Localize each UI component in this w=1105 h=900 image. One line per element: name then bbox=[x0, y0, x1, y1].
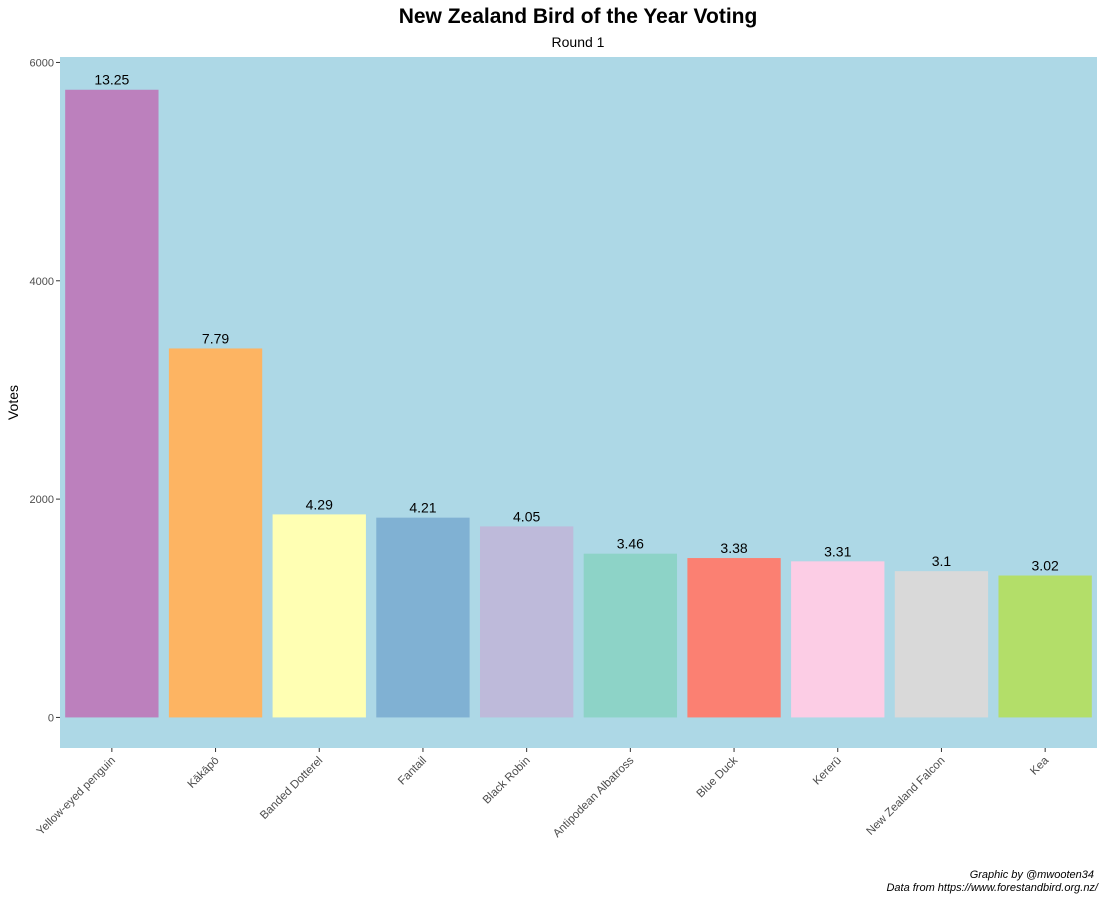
bar-value-label: 3.46 bbox=[617, 536, 644, 552]
caption-source: Data from https://www.forestandbird.org.… bbox=[886, 882, 1098, 894]
bars bbox=[65, 89, 1092, 718]
bar bbox=[376, 517, 470, 718]
bar bbox=[687, 558, 781, 718]
bar bbox=[479, 526, 574, 718]
bar-value-label: 4.05 bbox=[513, 508, 540, 524]
bar-value-label: 7.79 bbox=[202, 330, 229, 346]
chart-subtitle: Round 1 bbox=[552, 34, 605, 50]
bar bbox=[791, 561, 885, 718]
bar bbox=[894, 571, 989, 718]
bar bbox=[272, 514, 366, 718]
bar-value-label: 3.02 bbox=[1032, 558, 1059, 574]
y-tick-label: 6000 bbox=[30, 57, 54, 69]
bar bbox=[583, 553, 678, 718]
x-tick-label: Blue Duck bbox=[695, 754, 741, 800]
y-axis-label: Votes bbox=[5, 385, 21, 420]
x-tick-label: Yellow-eyed penguin bbox=[35, 755, 118, 838]
bar-value-label: 13.25 bbox=[94, 72, 129, 88]
bar bbox=[168, 348, 263, 718]
data-labels: 13.25 7.79 4.29 4.21 4.05 3.46 3.38 3.31 3.1 3.02 bbox=[94, 72, 1059, 574]
x-tick-label: Fantail bbox=[396, 755, 429, 788]
bar-value-label: 3.31 bbox=[824, 543, 851, 559]
x-tick-label: Banded Dotterel bbox=[258, 755, 325, 822]
bar-value-label: 4.21 bbox=[409, 500, 436, 516]
y-tick-label: 2000 bbox=[30, 494, 54, 506]
y-axis: 0 2000 4000 6000 bbox=[30, 57, 60, 724]
x-tick-label: Antipodean Albatross bbox=[551, 754, 637, 840]
x-tick-label: Black Robin bbox=[481, 755, 533, 807]
bar-value-label: 3.1 bbox=[932, 553, 952, 569]
bar-value-label: 4.29 bbox=[306, 496, 333, 512]
y-tick-label: 0 bbox=[48, 712, 54, 724]
x-tick-label: Kererū bbox=[811, 755, 844, 788]
x-axis: Yellow-eyed penguin Kākāpō Banded Dotterel… bbox=[35, 748, 1052, 840]
y-tick-label: 4000 bbox=[30, 276, 54, 288]
x-tick-label: New Zealand Falcon bbox=[864, 755, 947, 838]
caption-credit: Graphic by @mwooten34 bbox=[970, 869, 1094, 881]
x-tick-label: Kākāpō bbox=[186, 755, 222, 791]
bar bbox=[65, 89, 159, 718]
x-tick-label: Kea bbox=[1028, 754, 1051, 777]
bar-value-label: 3.38 bbox=[720, 540, 747, 556]
chart-title: New Zealand Bird of the Year Voting bbox=[399, 5, 758, 28]
bar bbox=[998, 575, 1092, 718]
